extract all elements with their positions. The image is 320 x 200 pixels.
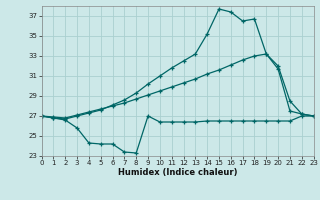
X-axis label: Humidex (Indice chaleur): Humidex (Indice chaleur) (118, 168, 237, 177)
